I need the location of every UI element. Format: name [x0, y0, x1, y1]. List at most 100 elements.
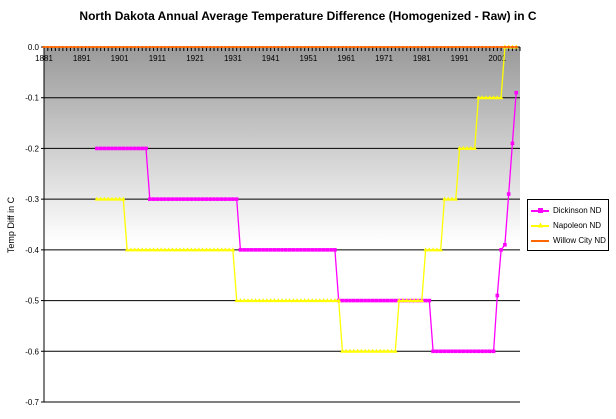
legend-label-dickinson: Dickinson ND: [553, 206, 602, 215]
data-point: [333, 248, 337, 252]
data-point: [487, 349, 492, 354]
x-tick-label: 1991: [451, 54, 469, 63]
data-point: [189, 247, 194, 252]
data-point: [348, 298, 352, 303]
data-point: [340, 298, 345, 303]
data-point: [427, 247, 432, 252]
data-point: [283, 248, 288, 252]
data-point: [317, 248, 322, 252]
data-point: [310, 248, 315, 252]
data-point: [128, 247, 134, 252]
data-point: [200, 197, 205, 201]
data-point: [457, 349, 462, 354]
data-point: [136, 146, 141, 151]
data-point: [219, 197, 224, 201]
data-point: [363, 298, 367, 303]
data-point: [242, 248, 247, 252]
y-tick-label: -0.3: [25, 195, 39, 204]
data-point: [197, 197, 201, 201]
legend-swatch-dickinson: [531, 207, 549, 215]
data-point: [295, 248, 299, 252]
plot-area: [44, 47, 520, 402]
data-point: [506, 192, 511, 196]
data-point: [249, 298, 255, 303]
data-point: [227, 197, 231, 201]
data-point: [480, 349, 485, 354]
legend-item-napoleon: Napoleon ND: [531, 218, 605, 233]
data-point: [113, 146, 118, 151]
data-point: [132, 247, 137, 252]
data-point: [253, 298, 258, 303]
data-point: [234, 197, 239, 201]
data-point: [204, 247, 209, 252]
y-axis-ticks: 0.0 -0.1 -0.2 -0.3 -0.4 -0.5 -0.6 -0.7: [25, 43, 44, 407]
chart-title: North Dakota Annual Average Temperature …: [79, 9, 537, 23]
legend-label-willow-city: Willow City ND: [553, 236, 606, 245]
data-point: [223, 247, 228, 252]
data-point: [374, 348, 379, 353]
data-point: [136, 247, 141, 252]
data-point: [302, 248, 307, 252]
data-point: [510, 141, 515, 146]
data-point: [147, 247, 153, 252]
data-point: [450, 349, 454, 354]
data-point: [336, 298, 341, 303]
data-point: [366, 348, 372, 353]
data-point: [155, 247, 160, 252]
data-point: [479, 95, 485, 100]
data-point: [238, 298, 243, 303]
data-point: [124, 247, 130, 252]
x-tick-label: 1961: [337, 54, 355, 63]
y-tick-label: -0.5: [25, 297, 39, 306]
data-point: [321, 298, 326, 303]
data-point: [514, 90, 519, 95]
data-point: [200, 247, 205, 252]
data-point: [181, 247, 187, 252]
data-point: [294, 298, 300, 303]
data-point: [121, 146, 126, 151]
data-point: [469, 349, 473, 354]
data-point: [140, 146, 145, 151]
data-point: [95, 146, 99, 151]
x-tick-label: 1931: [224, 54, 242, 63]
data-point: [359, 348, 364, 353]
data-point: [144, 146, 148, 151]
y-tick-label: -0.2: [25, 144, 39, 153]
data-point: [445, 196, 451, 201]
data-point: [170, 247, 175, 252]
data-point: [241, 298, 247, 303]
data-point: [117, 146, 122, 151]
data-point: [253, 248, 258, 252]
data-point: [374, 298, 379, 303]
data-point: [98, 196, 103, 201]
data-point: [465, 349, 469, 354]
data-point: [355, 348, 360, 353]
data-point: [291, 298, 296, 303]
data-point: [196, 247, 202, 252]
x-tick-label: 1921: [186, 54, 204, 63]
data-point: [125, 146, 129, 151]
data-point: [219, 247, 224, 252]
data-point: [370, 298, 375, 303]
data-point: [163, 197, 167, 201]
data-point: [461, 145, 466, 150]
data-point: [147, 197, 152, 201]
data-point: [370, 348, 375, 353]
data-point: [211, 247, 217, 252]
y-tick-label: -0.1: [25, 94, 39, 103]
data-point: [325, 298, 330, 303]
legend-swatch-napoleon: [531, 222, 549, 230]
data-point: [442, 349, 447, 354]
data-point: [272, 248, 277, 252]
data-point: [449, 196, 455, 201]
y-tick-label: -0.4: [25, 246, 39, 255]
data-point: [476, 95, 481, 100]
series-line-1: [96, 46, 517, 352]
data-point: [419, 298, 425, 303]
y-tick-label: -0.6: [25, 347, 39, 356]
data-point: [385, 298, 390, 303]
y-tick-label: -0.7: [25, 398, 39, 407]
data-point: [431, 349, 435, 354]
data-point: [435, 349, 439, 354]
